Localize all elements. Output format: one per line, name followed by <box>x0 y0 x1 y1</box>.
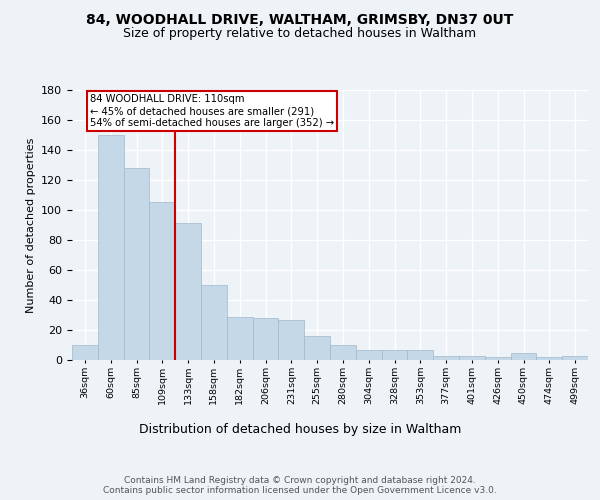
Bar <box>124 168 149 360</box>
Text: 84 WOODHALL DRIVE: 110sqm
← 45% of detached houses are smaller (291)
54% of semi: 84 WOODHALL DRIVE: 110sqm ← 45% of detac… <box>89 94 334 128</box>
Text: Distribution of detached houses by size in Waltham: Distribution of detached houses by size … <box>139 422 461 436</box>
Bar <box>253 318 278 360</box>
Y-axis label: Number of detached properties: Number of detached properties <box>26 138 35 312</box>
Bar <box>149 202 175 360</box>
Bar <box>304 336 330 360</box>
Bar <box>459 356 485 360</box>
Bar <box>98 135 124 360</box>
Bar <box>175 224 201 360</box>
Bar <box>433 356 459 360</box>
Bar <box>201 285 227 360</box>
Bar <box>356 350 382 360</box>
Bar <box>330 345 356 360</box>
Bar <box>72 345 98 360</box>
Bar <box>227 316 253 360</box>
Bar <box>562 356 588 360</box>
Bar <box>382 350 407 360</box>
Text: Contains HM Land Registry data © Crown copyright and database right 2024.
Contai: Contains HM Land Registry data © Crown c… <box>103 476 497 495</box>
Text: 84, WOODHALL DRIVE, WALTHAM, GRIMSBY, DN37 0UT: 84, WOODHALL DRIVE, WALTHAM, GRIMSBY, DN… <box>86 12 514 26</box>
Bar <box>278 320 304 360</box>
Bar <box>536 357 562 360</box>
Bar <box>485 357 511 360</box>
Text: Size of property relative to detached houses in Waltham: Size of property relative to detached ho… <box>124 28 476 40</box>
Bar <box>407 350 433 360</box>
Bar <box>511 352 536 360</box>
